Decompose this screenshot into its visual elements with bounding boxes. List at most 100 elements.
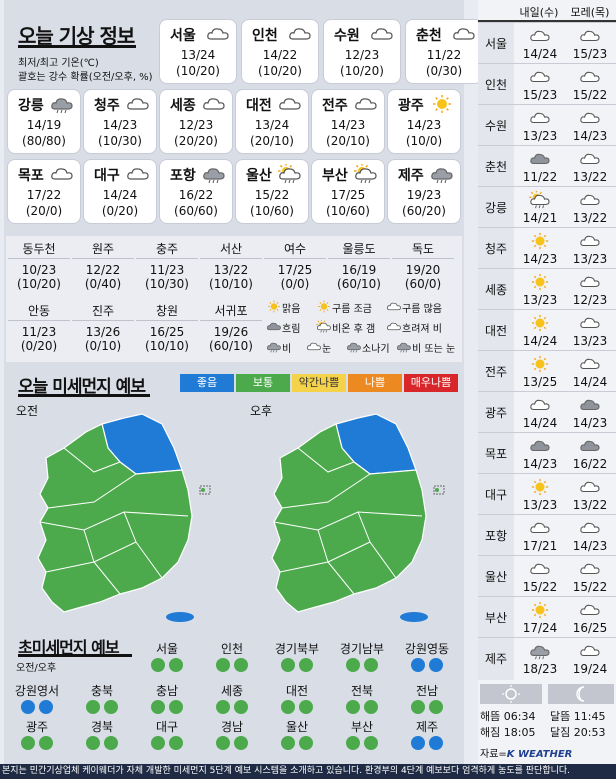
pm25-pm-dot — [299, 658, 313, 672]
cloud-icon — [580, 358, 600, 370]
pm25-am-dot — [151, 700, 165, 714]
moonset-label: 달짐 — [550, 726, 571, 739]
sun-icon — [268, 300, 280, 313]
sun-icon — [531, 478, 549, 496]
grid-city: 여수 — [264, 240, 326, 259]
pm25-underline — [18, 654, 132, 657]
pm25-am-dot — [86, 700, 100, 714]
card-city: 대전 — [246, 98, 272, 114]
forecast-city: 목포 — [478, 433, 514, 475]
card-rain: (60/60) — [174, 204, 218, 218]
legend-label: 비 — [282, 344, 292, 355]
cloud-icon — [580, 317, 600, 329]
weather-card-3: 수원 12/23 (10/20) — [324, 20, 400, 83]
weather-card-8: 대전 13/24 (20/10) — [236, 90, 308, 153]
cloud-icon — [580, 112, 600, 124]
cloud-icon — [203, 98, 225, 110]
forecast-city: 인천 — [478, 64, 514, 106]
legend-item: 흐림 — [266, 320, 300, 336]
pm25-pm-dot — [429, 658, 443, 672]
card-rain: (10/20) — [176, 64, 220, 78]
cloud-icon — [289, 28, 311, 40]
weather-card-11: 목포 17/22 (20/0) — [8, 160, 80, 223]
forecast-d2: 14/23 — [572, 129, 608, 143]
legend-item: 소나기 — [346, 340, 390, 356]
card-rain: (20/20) — [174, 134, 218, 148]
weather-card-16: 제주 19/23 (60/20) — [388, 160, 460, 223]
moonrise: 달뜸 11:45 — [550, 708, 605, 724]
pm25-cell: 부산 — [331, 718, 393, 750]
forecast-city: 포항 — [478, 515, 514, 557]
card-temp: 19/23 — [406, 188, 442, 202]
pm25-cell: 경기남부 — [331, 640, 393, 672]
legend-item: 흐려져 비 — [386, 320, 442, 336]
forecast-icon-d1 — [529, 519, 551, 537]
cloud-icon — [207, 28, 229, 40]
card-city: 울산 — [246, 168, 272, 184]
grid-cell: 서산 13/22 (10/10) — [200, 240, 262, 291]
grid-cell: 동두천 10/23 (10/20) — [8, 240, 70, 291]
forecast-icon-d2 — [579, 27, 601, 45]
pm25-cell: 전북 — [331, 682, 393, 714]
cloud-icon — [530, 563, 550, 575]
legend-label: 맑음 — [282, 304, 301, 315]
pm25-region: 울산 — [285, 720, 309, 734]
card-rain: (10/0) — [405, 134, 443, 148]
forecast-row: 춘천 11/22 13/22 — [478, 145, 616, 188]
forecast-d2: 14/24 — [572, 375, 608, 389]
weather-card-7: 세종 12/23 (20/20) — [160, 90, 232, 153]
grid-rain: (10/20) — [17, 277, 61, 291]
dark-cloud-icon — [530, 440, 550, 452]
forecast-d2: 14/23 — [572, 416, 608, 430]
card-temp: 16/22 — [178, 188, 214, 202]
forecast-row: 울산 15/22 15/22 — [478, 555, 616, 598]
pm25-region: 강원영서 — [14, 684, 60, 698]
grid-cell: 여수 17/25 (0/0) — [264, 240, 326, 291]
pm25-region: 강원영동 — [404, 642, 450, 656]
rain-cloud-icon — [346, 342, 361, 353]
forecast-city: 세종 — [478, 269, 514, 311]
card-rain: (60/20) — [402, 204, 446, 218]
rain-cloud-icon — [51, 98, 73, 114]
pm25-region: 인천 — [220, 642, 244, 656]
card-rain: (10/30) — [98, 134, 142, 148]
pm25-am-dot — [411, 700, 425, 714]
forecast-city: 대전 — [478, 310, 514, 352]
card-icon — [370, 24, 394, 44]
legend-item: 비 또는 눈 — [396, 340, 455, 356]
weather-card-15: 부산 17/25 (10/60) — [312, 160, 384, 223]
forecast-header-line — [478, 20, 616, 22]
cloud-icon — [580, 235, 600, 247]
card-temp: 13/24 — [254, 118, 290, 132]
cloud-icon — [580, 153, 600, 165]
sunset-time: 18:05 — [503, 726, 536, 739]
card-temp: 17/25 — [330, 188, 366, 202]
sun-icon — [433, 95, 451, 113]
forecast-d2: 16/22 — [572, 457, 608, 471]
card-temp: 12/23 — [344, 48, 380, 62]
pm25-am-dot — [21, 700, 35, 714]
pm25-am-dot — [151, 736, 165, 750]
forecast-icon-d2 — [579, 396, 601, 414]
pm-level-3: 약간나쁨 — [292, 374, 346, 392]
forecast-d2: 13/22 — [572, 211, 608, 225]
source: 자료=K WEATHER — [480, 745, 572, 760]
card-rain: (10/60) — [250, 204, 294, 218]
card-icon — [126, 164, 150, 184]
legend-item: 비 — [266, 340, 291, 356]
pm25-subtitle: 오전/오후 — [16, 663, 57, 674]
forecast-d1: 14/23 — [522, 252, 558, 266]
forecast-row: 포항 17/21 14/23 — [478, 514, 616, 557]
pm25-cell: 강원영동 — [396, 640, 458, 672]
grid-city: 충주 — [136, 240, 198, 259]
card-rain: (0/20) — [101, 204, 139, 218]
forecast-d2: 13/23 — [572, 334, 608, 348]
cloud-icon — [386, 322, 401, 331]
legend-label: 비온 후 갬 — [332, 324, 376, 335]
grid-cell: 충주 11/23 (10/30) — [136, 240, 198, 291]
pm25-pm-dot — [299, 736, 313, 750]
pm25-pm-dot — [429, 700, 443, 714]
grid-temp: 11/23 — [21, 325, 57, 339]
cloud-icon — [580, 563, 600, 575]
pm25-am-dot — [86, 736, 100, 750]
